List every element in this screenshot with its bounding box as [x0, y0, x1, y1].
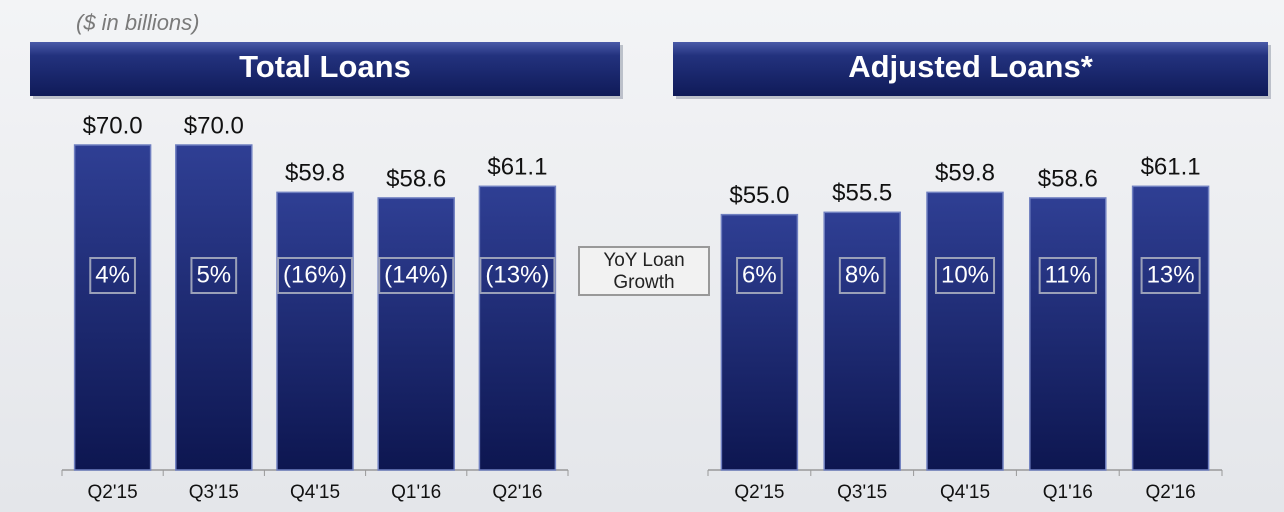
- value-label: $58.6: [386, 165, 446, 192]
- growth-label: (16%): [283, 261, 347, 288]
- chart-title: Total Loans: [239, 49, 411, 84]
- growth-box: [934, 257, 996, 294]
- value-label: $61.1: [487, 154, 547, 181]
- growth-label: 4%: [95, 261, 130, 288]
- bar: [276, 191, 354, 471]
- value-label: $70.0: [184, 112, 244, 139]
- x-tick-label: Q4'15: [290, 482, 340, 503]
- value-label: $61.1: [1141, 154, 1201, 181]
- x-tick-label: Q1'16: [1043, 482, 1093, 503]
- bar: [720, 213, 799, 471]
- note: ($ in billions): [76, 10, 200, 35]
- growth-label: 13%: [1147, 261, 1195, 288]
- growth-label: 6%: [742, 261, 777, 288]
- x-tick-label: Q4'15: [940, 482, 990, 503]
- chart-title: Adjusted Loans*: [848, 49, 1094, 84]
- value-label: $58.6: [1038, 165, 1098, 192]
- bar: [1131, 185, 1210, 471]
- value-label: $59.8: [935, 160, 995, 187]
- title-banner: [673, 42, 1268, 96]
- growth-box: [190, 257, 238, 294]
- growth-label: YoY Loan Growth: [578, 246, 710, 296]
- value-label: $59.8: [285, 160, 345, 187]
- growth-box: [479, 257, 556, 294]
- x-tick-label: Q2'15: [734, 482, 784, 503]
- x-tick-label: Q2'15: [88, 482, 138, 503]
- bar: [478, 185, 557, 471]
- bar: [175, 144, 253, 471]
- growth-box: [838, 257, 886, 294]
- x-tick-label: Q2'16: [1146, 482, 1196, 503]
- value-label: $55.0: [729, 182, 789, 209]
- bar: [823, 211, 901, 471]
- growth-box: [378, 257, 455, 294]
- growth-label: (14%): [384, 261, 448, 288]
- x-tick-label: Q3'15: [837, 482, 887, 503]
- growth-box: [89, 257, 136, 294]
- growth-box: [1038, 257, 1097, 294]
- title-banner: [30, 42, 620, 96]
- growth-box: [736, 257, 783, 294]
- x-tick-label: Q3'15: [189, 482, 239, 503]
- x-tick-label: Q1'16: [391, 482, 441, 503]
- growth-label: (13%): [485, 261, 549, 288]
- bar: [926, 191, 1004, 471]
- growth-label: 11%: [1045, 261, 1091, 288]
- x-tick-label: Q2'16: [492, 482, 542, 503]
- bar: [1029, 197, 1107, 471]
- growth-box: [276, 257, 354, 294]
- bar: [377, 197, 455, 471]
- growth-label: 5%: [196, 261, 231, 288]
- growth-label: 8%: [845, 261, 880, 288]
- value-label: $55.5: [832, 180, 892, 207]
- growth-label: 10%: [941, 261, 989, 288]
- growth-box: [1140, 257, 1201, 294]
- value-label: $70.0: [83, 112, 143, 139]
- bar: [73, 144, 152, 471]
